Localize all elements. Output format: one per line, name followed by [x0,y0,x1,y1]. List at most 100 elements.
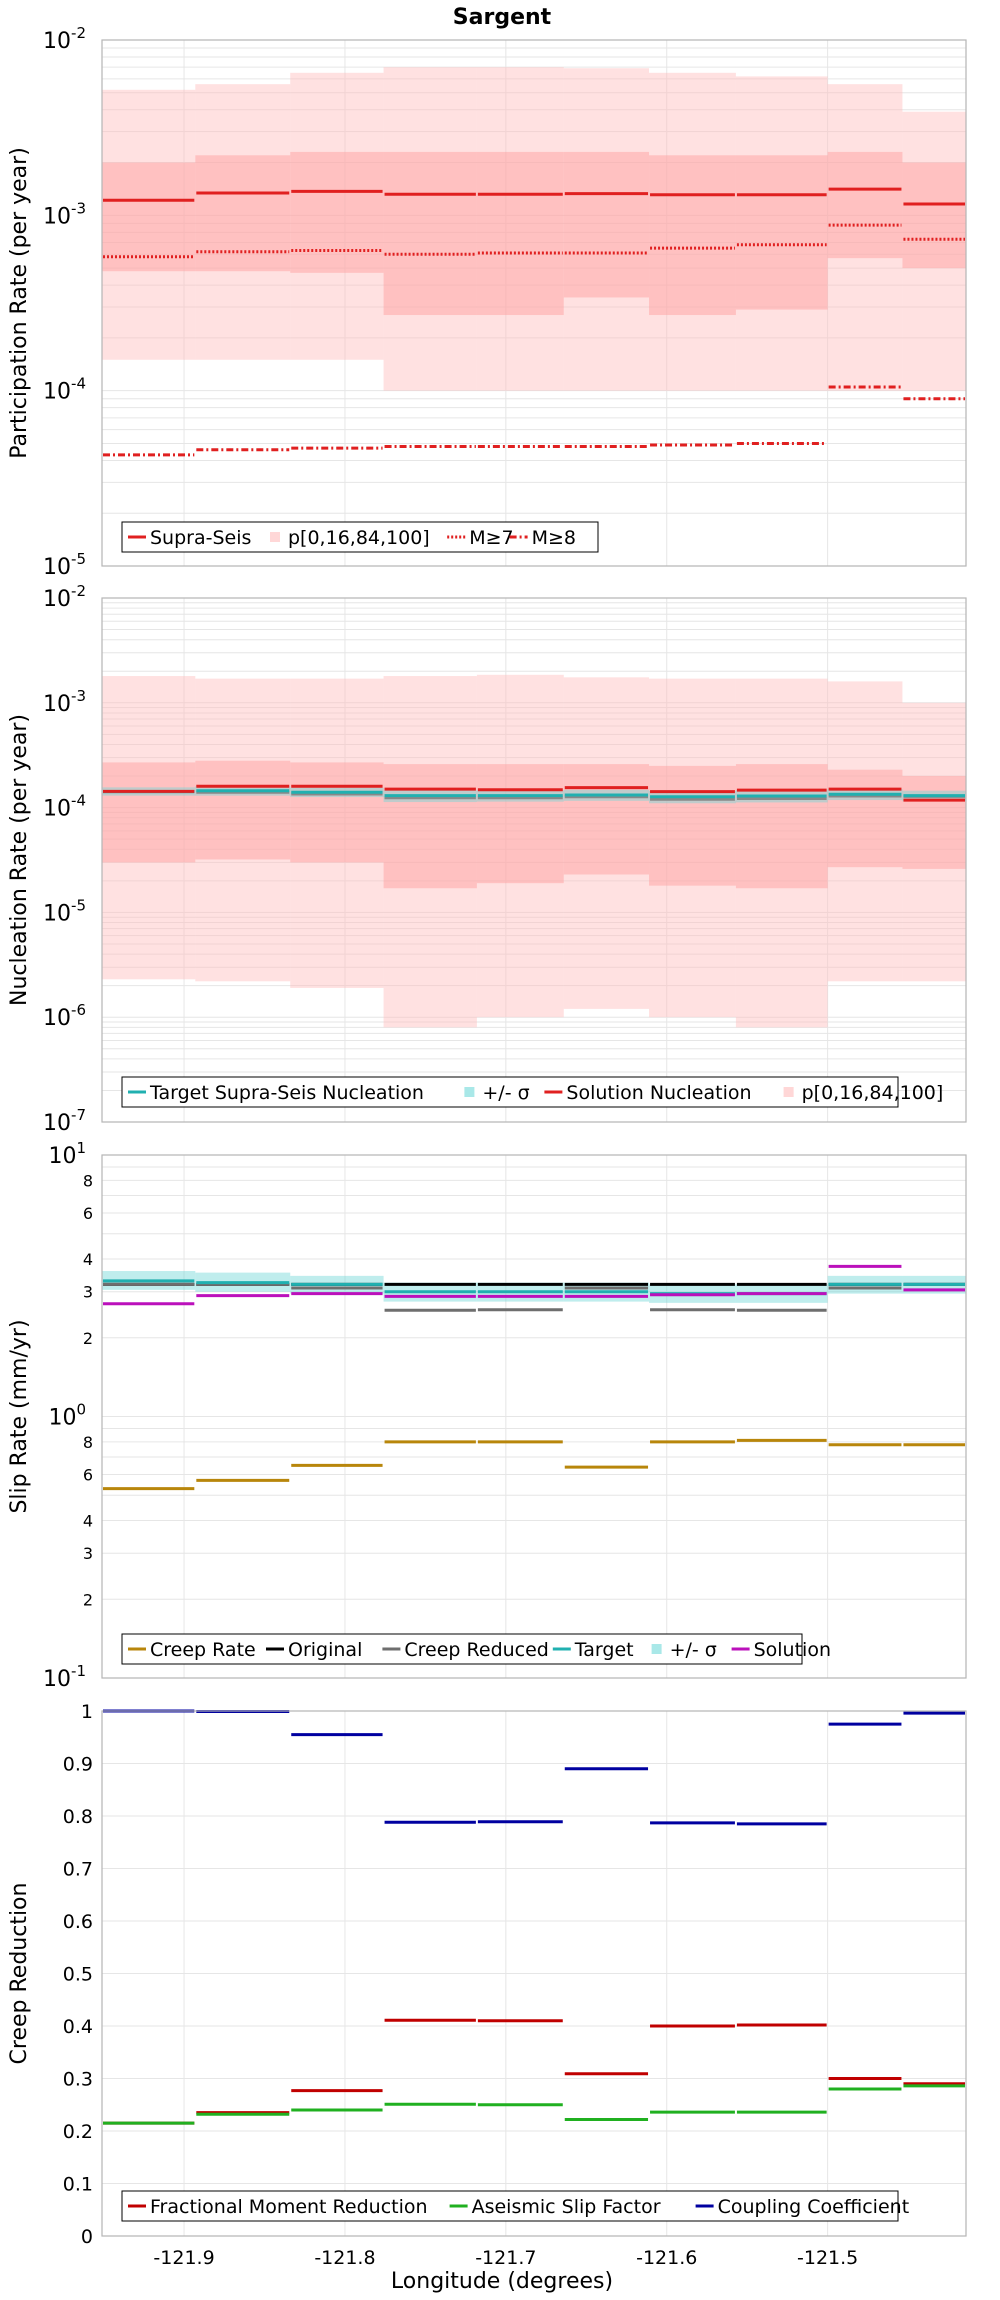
legend-label: M≥8 [532,527,576,549]
y-tick-label: 0.1 [63,2174,93,2196]
y-minor-tick-label: 3 [83,1283,93,1302]
band-segment [383,151,477,316]
band-segment [735,155,828,310]
legend-box [121,521,599,553]
y-tick-label: 0.3 [63,2069,93,2091]
legend-swatch [464,1087,475,1097]
y-minor-tick-label: 6 [83,1466,93,1485]
y-minor-tick-label: 8 [83,1171,93,1190]
legend-swatch [651,1644,662,1654]
y-tick-label: 100 [48,1401,86,1431]
band-segment [649,155,736,316]
band-segment [649,765,736,886]
y-tick-label: 10-2 [43,582,86,612]
band-segment [195,678,291,982]
band-segment [383,676,477,1028]
legend-label: p[0,16,84,100] [288,527,430,549]
band-segment [102,162,196,272]
band-segment [563,68,650,391]
band-segment [735,764,828,889]
band-segment [476,764,564,884]
band-segment [827,84,903,391]
band-segment [102,762,196,863]
legend: Creep Rate Original Creep Reduced Target +/-… [121,1633,831,1665]
legend: Target Supra-Seis Nucleation +/- σ Solutio… [121,1076,944,1108]
y-tick-label: 10-4 [43,792,86,822]
legend-swatch [783,1087,794,1097]
legend-label: Target [574,1639,634,1661]
legend-label: Creep Rate [150,1639,256,1661]
legend-label: Solution [754,1639,831,1661]
x-tick-label: -121.6 [636,2247,697,2269]
y-minor-tick-label: 2 [83,1590,93,1609]
y-tick-label: 10-6 [43,1001,86,1031]
legend-box [121,2190,899,2222]
y-tick-label: 10-1 [43,1662,86,1692]
x-tick-label: -121.7 [475,2247,536,2269]
band-segment [827,681,903,982]
legend-swatch [270,532,280,542]
y-minor-tick-label: 4 [83,1250,93,1269]
legend-label: +/- σ [670,1639,717,1661]
band-segment [902,111,966,391]
y-tick-label: 10-4 [43,375,86,405]
y-tick-label: 10-7 [43,1106,86,1136]
y-tick-label: 0.6 [63,1911,93,1933]
band-segment [195,155,291,272]
band-segment [827,151,903,259]
band-segment [563,151,650,298]
x-tick-label: -121.8 [314,2247,375,2269]
band-segment [383,764,477,889]
y-tick-label: 0.5 [63,1964,93,1986]
y-minor-tick-label: 3 [83,1544,93,1563]
band-segment [563,764,650,875]
x-axis-label: Longitude (degrees) [391,2269,613,2294]
y-tick-label: 0.4 [63,2016,93,2038]
plot-frame [101,597,967,1123]
legend-label: Creep Reduced [404,1639,548,1661]
legend-label: +/- σ [482,1082,529,1104]
band-segment [383,67,477,391]
band-segment [902,776,966,869]
y-minor-tick-label: 8 [83,1433,93,1452]
band-segment [195,84,291,360]
legend-label: Target Supra-Seis Nucleation [149,1082,424,1104]
panel-3: 101 100 10-1 8 6 4 3 2 8 6 4 3 2 Slip Rate (mm/yr) Cre… [7,1139,967,1692]
legend-label: Fractional Moment Reduction [150,2196,428,2218]
band-segment [476,674,564,1018]
y-minor-tick-label: 6 [83,1204,93,1223]
legend-box [121,1076,899,1108]
band-segment [102,676,196,980]
band-segment [827,769,903,868]
y-tick-label: 0.8 [63,1806,93,1828]
y-tick-label: 10-5 [43,550,86,580]
band-segment [563,677,650,1009]
y-tick-label: 10-3 [43,687,86,717]
y-minor-tick-label: 2 [83,1329,93,1348]
plot-frame [101,39,967,567]
band-segment [102,89,196,360]
legend-label: p[0,16,84,100] [802,1082,944,1104]
band-segment [476,151,564,316]
legend-label: Coupling Coefficient [718,2196,910,2218]
y-tick-label: 10-5 [43,896,86,926]
y-axis-label: Participation Rate (per year) [7,147,32,459]
band-segment [902,162,966,269]
y-tick-label: 0.7 [63,1859,93,1881]
y-tick-label: 0.2 [63,2121,93,2143]
legend-label: Supra-Seis [150,527,251,549]
band-segment [735,678,828,1028]
band-segment [902,702,966,982]
legend: Fractional Moment Reduction Aseismic Slip… [121,2190,910,2222]
legend-label: Original [288,1639,362,1661]
band-segment [290,762,384,863]
band-segment [735,76,828,391]
band-segment [476,67,564,391]
panel-1: 10-2 10-3 10-4 10-5 Participation Rate (per … [7,24,967,580]
legend-label: Aseismic Slip Factor [472,2196,661,2218]
x-tick-label: -121.5 [797,2247,858,2269]
band-segment [649,72,736,391]
plot-frame [101,1154,967,1679]
band-segment [649,678,736,1018]
